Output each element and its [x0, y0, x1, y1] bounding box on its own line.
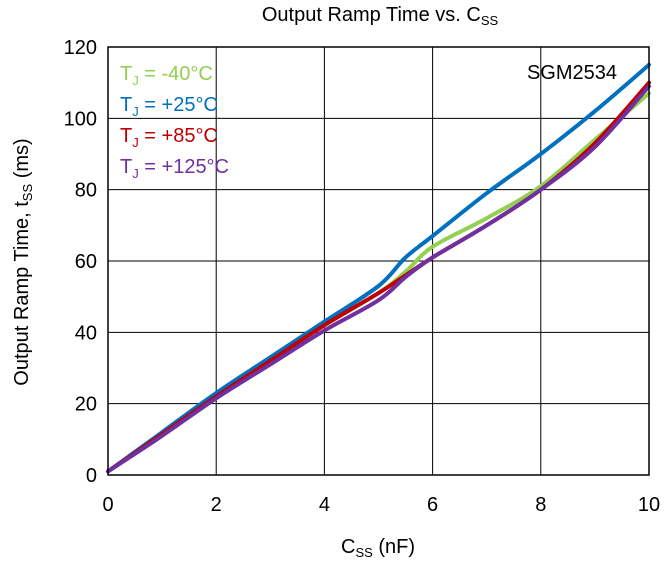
series-line-4	[106, 84, 651, 474]
y-tick-labels: 0 20 40 60 80 100 120	[64, 37, 97, 487]
legend-entry-4: TJ = +125°C	[120, 156, 229, 181]
y-tick-label: 0	[86, 465, 97, 487]
x-tick-label: 2	[211, 494, 222, 516]
x-tick-labels: 0 2 4 6 8 10	[102, 494, 660, 516]
x-tick-label: 10	[638, 494, 660, 516]
x-tick-label: 6	[427, 494, 438, 516]
y-tick-label: 40	[75, 322, 97, 344]
series-line-2	[106, 62, 651, 474]
y-tick-label: 120	[64, 37, 97, 59]
y-axis-label: Output Ramp Time, tSS (ms)	[11, 138, 35, 385]
legend-entry-1: TJ = -40°C	[120, 63, 213, 88]
legend-entry-2: TJ = +25°C	[120, 94, 218, 119]
legend: TJ = -40°C TJ = +25°C TJ = +85°C TJ = +125°…	[120, 63, 229, 181]
x-tick-label: 4	[319, 494, 330, 516]
series-lines	[106, 62, 651, 474]
legend-entry-3: TJ = +85°C	[120, 125, 218, 150]
x-axis-label: CSS (nF)	[341, 536, 415, 560]
y-tick-label: 60	[75, 251, 97, 273]
y-tick-label: 80	[75, 180, 97, 202]
x-tick-label: 0	[102, 494, 113, 516]
annotation-label: SGM2534	[527, 62, 617, 84]
plot-frame	[107, 46, 650, 476]
x-tick-label: 8	[535, 494, 546, 516]
y-tick-label: 100	[64, 108, 97, 130]
y-tick-label: 20	[75, 394, 97, 416]
chart-title: Output Ramp Time vs. CSS	[262, 4, 499, 28]
